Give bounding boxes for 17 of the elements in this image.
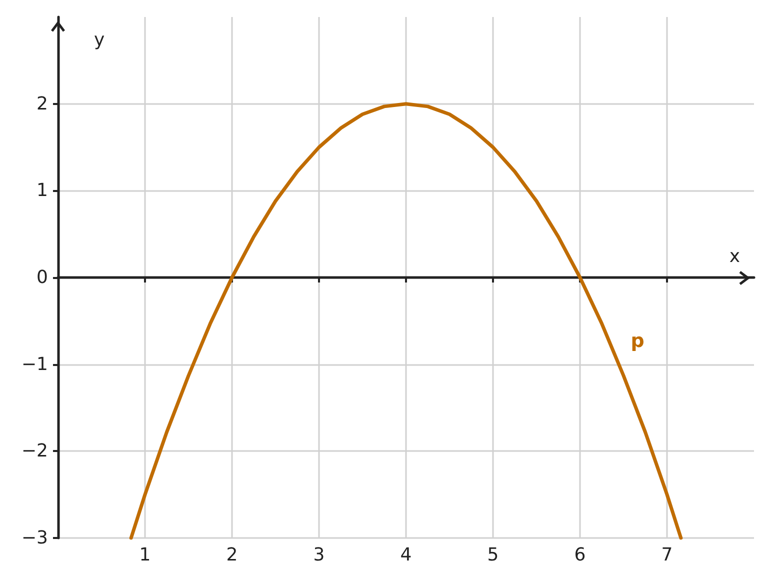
x-tick-label: 2: [226, 544, 238, 566]
y-tick-label: 1: [36, 180, 48, 202]
y-tick-label: 0: [36, 267, 48, 288]
series-label: p: [630, 330, 644, 352]
y-tick-label: 2: [36, 93, 48, 114]
x-tick-label: 5: [487, 544, 499, 566]
y-axis-title: y: [94, 30, 105, 50]
x-tick-label: 4: [400, 544, 412, 566]
x-tick-label: 3: [313, 544, 325, 566]
y-tick-label: −3: [21, 528, 48, 548]
x-tick-label: 7: [661, 544, 673, 566]
line-series: [129, 102, 683, 540]
x-axis-title: x: [729, 246, 740, 267]
y-tick-label: −2: [21, 440, 48, 462]
x-tick-label: 6: [574, 544, 586, 566]
y-tick-label: −1: [21, 354, 48, 375]
x-tick-label: 1: [139, 544, 151, 566]
